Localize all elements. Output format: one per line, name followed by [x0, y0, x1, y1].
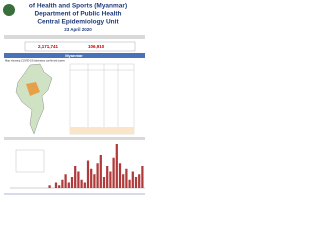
chart-inset [15, 149, 45, 173]
bar [125, 168, 128, 188]
bar [138, 174, 141, 188]
bar [77, 171, 80, 188]
map-caption: Map showing COVID-19 laboratory confirme… [5, 59, 66, 63]
bar [90, 168, 93, 188]
stat: 2,171,741 [38, 44, 59, 49]
map-region [26, 82, 40, 96]
bar [99, 155, 102, 188]
section-title: Myanmar [65, 53, 83, 58]
title: Central Epidemiology Unit [37, 19, 119, 26]
bar [74, 166, 77, 188]
table-frame [69, 63, 135, 135]
band [4, 35, 145, 39]
table [69, 63, 135, 135]
map [15, 63, 53, 135]
bar [106, 166, 109, 188]
section-bar [4, 53, 145, 58]
bar [70, 177, 74, 188]
bar [118, 163, 122, 188]
bar [58, 185, 61, 188]
bar [112, 157, 115, 188]
title: Department of Public Health [34, 11, 121, 18]
bar [61, 179, 64, 188]
bar [141, 166, 144, 188]
bar [67, 182, 70, 188]
bar [80, 179, 83, 188]
bar [54, 182, 58, 188]
bar [93, 174, 96, 188]
title: of Health and Sports (Myanmar) [29, 3, 127, 10]
bar [122, 174, 125, 188]
bar [109, 171, 112, 188]
bar [102, 177, 106, 188]
bar [48, 185, 51, 188]
bar [86, 160, 90, 188]
date: 23 April 2020 [64, 27, 92, 32]
bar [128, 179, 131, 188]
page: of Health and Sports (Myanmar) Departmen… [3, 3, 145, 195]
bar [115, 144, 118, 188]
bar [83, 182, 86, 188]
stat: 106,910 [88, 44, 105, 49]
table-total [70, 127, 134, 134]
stats-box [24, 41, 136, 52]
bar [96, 163, 99, 188]
bar [134, 177, 138, 188]
band [4, 137, 145, 140]
bar [64, 174, 67, 188]
logo [3, 4, 15, 16]
bar [131, 171, 134, 188]
